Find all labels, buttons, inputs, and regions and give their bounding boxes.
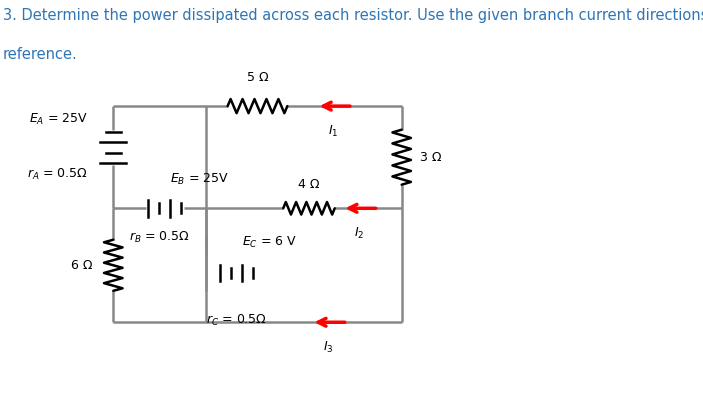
Text: 4 Ω: 4 Ω — [298, 178, 320, 191]
Text: $r_B$ = 0.5Ω: $r_B$ = 0.5Ω — [129, 230, 190, 245]
Text: $E_B$ = 25V: $E_B$ = 25V — [170, 172, 229, 187]
Text: $I_3$: $I_3$ — [323, 340, 334, 355]
Text: 3 Ω: 3 Ω — [420, 151, 441, 164]
Text: $I_1$: $I_1$ — [328, 124, 339, 139]
Text: $E_C$ = 6 V: $E_C$ = 6 V — [242, 235, 297, 250]
Text: $r_C$ = 0.5Ω: $r_C$ = 0.5Ω — [207, 312, 267, 327]
Text: $r_A$ = 0.5Ω: $r_A$ = 0.5Ω — [27, 167, 88, 182]
Text: 5 Ω: 5 Ω — [247, 72, 269, 84]
Text: reference.: reference. — [3, 47, 77, 62]
Text: $E_A$ = 25V: $E_A$ = 25V — [29, 112, 88, 127]
Text: 3. Determine the power dissipated across each resistor. Use the given branch cur: 3. Determine the power dissipated across… — [3, 8, 703, 23]
Text: 6 Ω: 6 Ω — [71, 259, 93, 272]
Text: $I_2$: $I_2$ — [354, 226, 365, 241]
